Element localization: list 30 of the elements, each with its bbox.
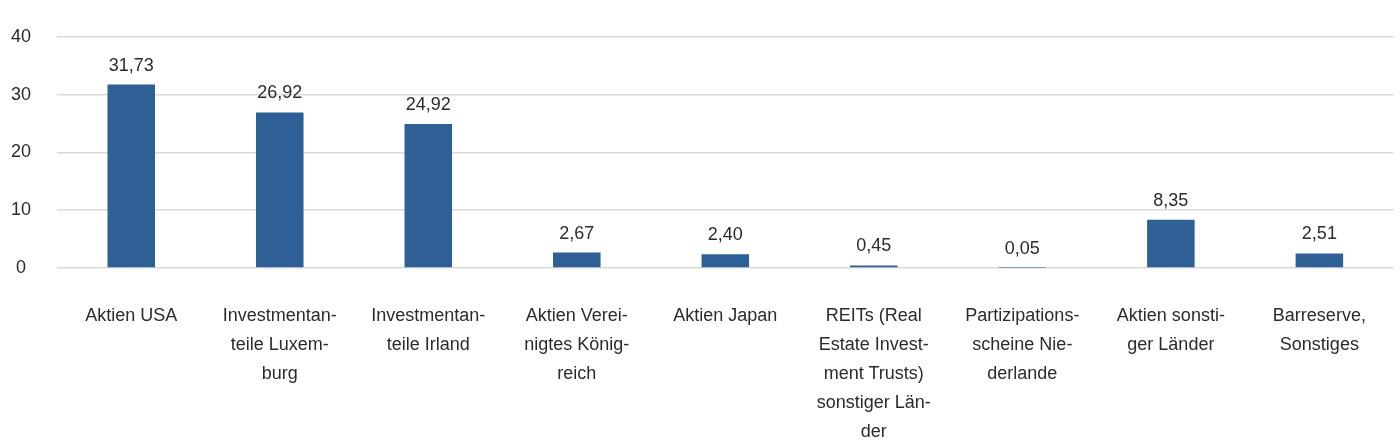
data-label: 2,51 bbox=[1301, 223, 1337, 244]
y-tick-label: 0 bbox=[15, 256, 26, 277]
bar bbox=[553, 252, 601, 268]
data-label: 0,45 bbox=[856, 235, 892, 256]
x-tick-label: Partizipations- scheine Nie- derlande bbox=[965, 305, 1080, 383]
data-label: 8,35 bbox=[1153, 189, 1189, 210]
x-tick-label: Aktien USA bbox=[85, 305, 178, 326]
data-label: 2,67 bbox=[559, 222, 595, 243]
x-tick-label: Barreserve, Sonstiges bbox=[1272, 305, 1366, 355]
bar bbox=[404, 123, 453, 268]
y-tick-label: 30 bbox=[10, 83, 31, 104]
bar bbox=[1295, 253, 1344, 268]
bar bbox=[107, 84, 156, 268]
data-label: 24,92 bbox=[405, 93, 451, 114]
y-tick-label: 40 bbox=[10, 25, 31, 46]
bar bbox=[256, 112, 304, 268]
data-label: 26,92 bbox=[257, 82, 303, 103]
x-tick-label: Aktien sonsti- ger Länder bbox=[1116, 305, 1225, 355]
y-tick-label: 10 bbox=[10, 199, 31, 220]
data-label: 2,40 bbox=[707, 224, 743, 245]
y-tick-label: 20 bbox=[10, 141, 31, 162]
x-tick-label: Aktien Verei- nigtes König- reich bbox=[524, 305, 630, 383]
x-tick-label: Investmentan- teile Irland bbox=[371, 305, 486, 355]
bar bbox=[701, 254, 750, 268]
data-label: 0,05 bbox=[1004, 237, 1040, 258]
x-tick-label: Investmentan- teile Luxem- burg bbox=[222, 305, 337, 383]
x-tick-label: Aktien Japan bbox=[673, 305, 778, 326]
data-label: 31,73 bbox=[108, 54, 154, 75]
bar bbox=[1147, 219, 1195, 268]
x-tick-label: REITs (Real Estate Invest- ment Trusts) sonstiger Län- der bbox=[816, 305, 931, 441]
